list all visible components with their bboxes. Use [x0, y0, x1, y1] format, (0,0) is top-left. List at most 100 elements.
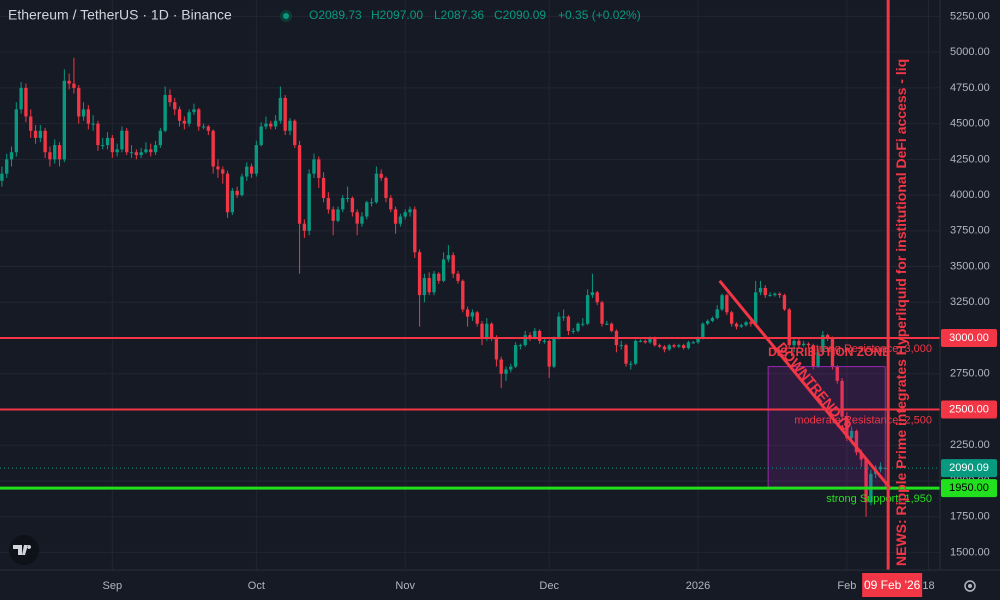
candle-body — [177, 109, 182, 121]
candle-body — [125, 130, 129, 153]
candle-body — [638, 340, 643, 342]
candle-body — [792, 340, 796, 346]
candle-body — [624, 345, 628, 364]
ohlc-close: C2090.09 — [494, 8, 546, 22]
candle-body — [681, 345, 686, 349]
candle-body — [33, 130, 38, 138]
candle-body — [341, 197, 345, 210]
candle-body — [633, 340, 638, 364]
candle-body — [249, 166, 254, 174]
level-label: moderate Resistance: 2,500 — [794, 414, 932, 426]
candle-body — [278, 97, 283, 121]
candle-body — [168, 95, 172, 103]
candle-body — [499, 359, 503, 374]
candle-body — [725, 295, 729, 313]
candle-body — [489, 323, 494, 339]
candle-body — [101, 145, 105, 147]
candle-body — [72, 83, 76, 88]
date-tag — [862, 573, 923, 597]
candle-body — [734, 323, 739, 327]
candle-body — [384, 177, 388, 198]
candle-body — [773, 293, 777, 296]
candle-body — [14, 109, 19, 153]
candle-body — [77, 87, 81, 117]
candle-body — [158, 130, 163, 146]
news-label: NEWS: Ripple Prime integrates Hyperliqui… — [893, 59, 909, 566]
candle-body — [206, 126, 211, 131]
price-tag-label: 3000.00 — [949, 332, 989, 344]
candle-body — [115, 149, 119, 153]
level-label: strong Support: 1,950 — [826, 493, 932, 505]
candle-body — [9, 152, 14, 160]
candle-body — [110, 137, 115, 153]
candle-body — [245, 166, 249, 177]
distribution-zone — [767, 366, 886, 489]
candle-body — [230, 190, 235, 213]
candle-body — [0, 173, 4, 181]
date-tag-label: 09 Feb '26 — [864, 578, 921, 592]
symbol-title: Ethereum / TetherUS · 1D · Binance — [8, 7, 232, 23]
candle-body — [816, 352, 820, 367]
candle-body — [43, 130, 47, 153]
candle-body — [312, 159, 316, 174]
candle-body — [5, 159, 9, 174]
candle-body — [360, 216, 364, 224]
price-tag-label: 1950.00 — [949, 482, 989, 494]
candle-body — [187, 112, 191, 124]
candle-body — [24, 87, 28, 117]
y-tick-label: 4500.00 — [950, 118, 990, 130]
candle-body — [283, 97, 287, 131]
candle-body — [432, 273, 436, 293]
candle-body — [561, 316, 566, 318]
tv-logo — [9, 535, 39, 565]
candle-body — [19, 87, 23, 110]
candle-body — [739, 325, 743, 327]
candle-body — [393, 209, 398, 224]
candle-body — [369, 202, 374, 204]
candle-body — [225, 173, 230, 213]
ohlc-high: H2097.00 — [371, 8, 423, 22]
candle-body — [57, 145, 62, 160]
candle-body — [317, 159, 321, 178]
ohlc-low: L2087.36 — [434, 8, 484, 22]
candle-body — [705, 320, 710, 324]
candle-body — [144, 149, 148, 153]
candle-body — [408, 209, 412, 213]
candle-body — [494, 338, 499, 360]
candle-body — [264, 123, 268, 127]
axes: 1500.001750.002000.002250.002500.002750.… — [103, 10, 997, 597]
candle-body — [173, 102, 177, 110]
candle-body — [854, 430, 859, 453]
candle-body — [129, 152, 134, 154]
settings-icon[interactable] — [964, 580, 976, 592]
candle-body — [643, 340, 647, 343]
y-tick-label: 3500.00 — [950, 260, 990, 272]
candle-body — [777, 293, 782, 296]
candle-body — [86, 109, 91, 124]
x-tick-label: Nov — [395, 580, 415, 592]
candle-body — [504, 369, 508, 374]
candle-body — [518, 345, 523, 347]
candle-body — [62, 80, 67, 160]
y-tick-label: 2750.00 — [950, 368, 990, 380]
candle-body — [806, 343, 811, 346]
candle-body — [446, 255, 451, 260]
candle-body — [192, 109, 196, 113]
y-tick-label: 3250.00 — [950, 296, 990, 308]
candle-body — [763, 288, 767, 296]
price-tag — [941, 329, 997, 348]
candle-body — [787, 309, 791, 346]
candle-body — [523, 335, 527, 346]
candle-body — [864, 459, 868, 503]
candle-body — [485, 323, 489, 339]
candle-body — [293, 120, 297, 146]
candle-body — [465, 309, 470, 317]
candle-body — [729, 312, 734, 324]
candle-body — [297, 145, 302, 224]
candle-body — [38, 130, 43, 138]
candle-body — [350, 197, 355, 213]
candle-body — [456, 273, 460, 281]
candle-body — [91, 123, 95, 125]
candle-body — [461, 280, 465, 310]
